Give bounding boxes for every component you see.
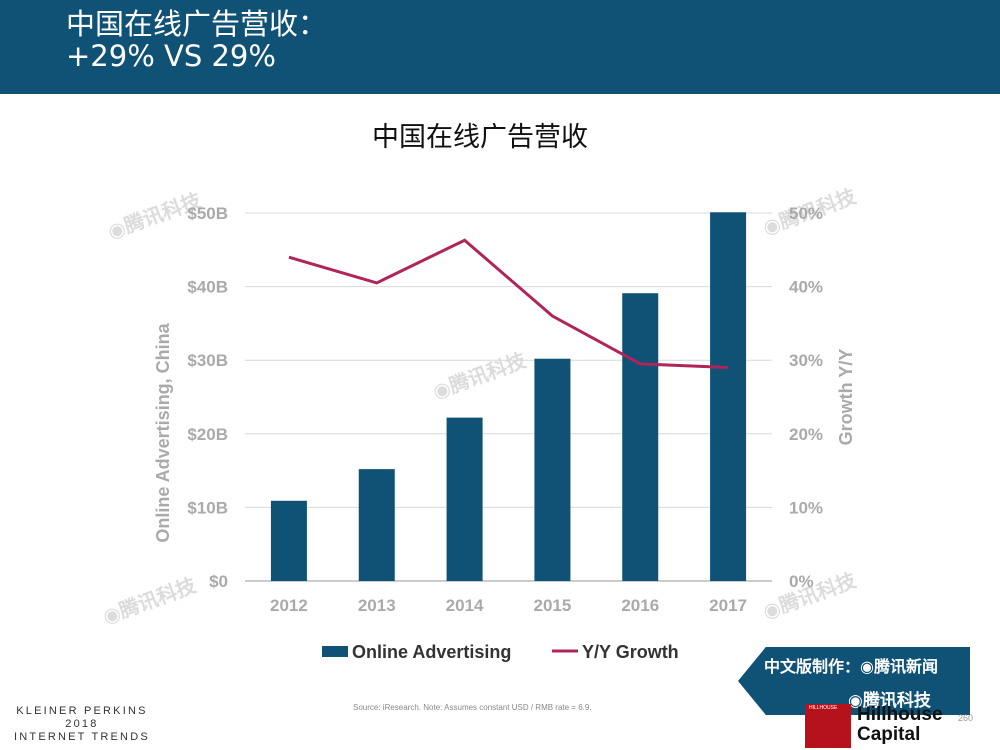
bar-online-advertising — [446, 417, 483, 581]
line-yy-growth — [288, 238, 729, 370]
badge-background — [738, 647, 970, 715]
y-right-tick-label: 40% — [789, 278, 823, 297]
y-left-tick-label: $20B — [187, 425, 228, 444]
hillhouse-name-text: Hillhouse Capital — [857, 704, 943, 745]
y-left-tick-label: $40B — [187, 278, 228, 297]
bar-online-advertising — [534, 358, 571, 581]
translation-badge: 中文版制作：◉腾讯新闻 ◉腾讯科技 — [738, 647, 970, 715]
chart-title: 中国在线广告营收 — [372, 122, 588, 153]
y-right-tick-label: 50% — [789, 204, 823, 223]
y-left-tick-label: $10B — [187, 498, 228, 517]
bar-online-advertising — [622, 293, 659, 581]
hillhouse-name: Hillhouse Capital — [857, 705, 943, 745]
x-tick-label: 2012 — [270, 596, 308, 615]
y-left-tick-label: $0 — [209, 572, 228, 591]
kp-report: INTERNET TRENDS — [14, 731, 150, 743]
y-right-tick-label: 30% — [789, 351, 823, 370]
chart-area: $0 $10B $20B $30B $40B $50B 0% 10% 20% 30% 40% 50% O… — [153, 204, 856, 662]
y-right-tick-label: 20% — [789, 425, 823, 444]
page-number: 260 — [958, 713, 974, 723]
legend-label-yy-growth: Y/Y Growth — [582, 642, 679, 662]
bar-online-advertising — [270, 500, 307, 581]
y-right-axis-label: Growth Y/Y — [836, 349, 856, 446]
hillhouse-logo-text: HILLHOUSE — [809, 705, 838, 711]
legend-label-online-advertising: Online Advertising — [352, 642, 511, 662]
header-bar: 中国在线广告营收： +29% VS 29% — [0, 0, 1000, 94]
y-right-tick-label: 10% — [789, 498, 823, 517]
source-note: Source: iResearch. Note: Assumes constan… — [353, 703, 592, 712]
kp-year: 2018 — [65, 718, 99, 730]
y-right-tick-label: 0% — [789, 572, 814, 591]
page-title: 中国在线广告营收： +29% VS 29% — [66, 7, 328, 73]
x-tick-label: 2016 — [621, 596, 659, 615]
legend-swatch-online-advertising — [322, 646, 348, 657]
x-tick-label: 2015 — [534, 596, 572, 615]
hillhouse-logo-box — [805, 704, 851, 748]
y-left-tick-label: $50B — [187, 204, 228, 223]
bar-online-advertising — [358, 469, 395, 581]
badge-text-tech: ◉腾讯科技 — [848, 691, 931, 711]
bar-online-advertising — [710, 212, 747, 581]
kleiner-perkins-logo: KLEINER PERKINS 2018 INTERNET TRENDS — [14, 705, 150, 744]
y-left-tick-label: $30B — [187, 351, 228, 370]
x-tick-label: 2014 — [446, 596, 484, 615]
kp-name: KLEINER PERKINS — [16, 705, 148, 717]
x-tick-label: 2013 — [358, 596, 396, 615]
y-left-axis-label: Online Advertising, China — [153, 322, 173, 542]
badge-text-news: 中文版制作：◉腾讯新闻 — [764, 657, 938, 676]
x-tick-label: 2017 — [709, 596, 747, 615]
